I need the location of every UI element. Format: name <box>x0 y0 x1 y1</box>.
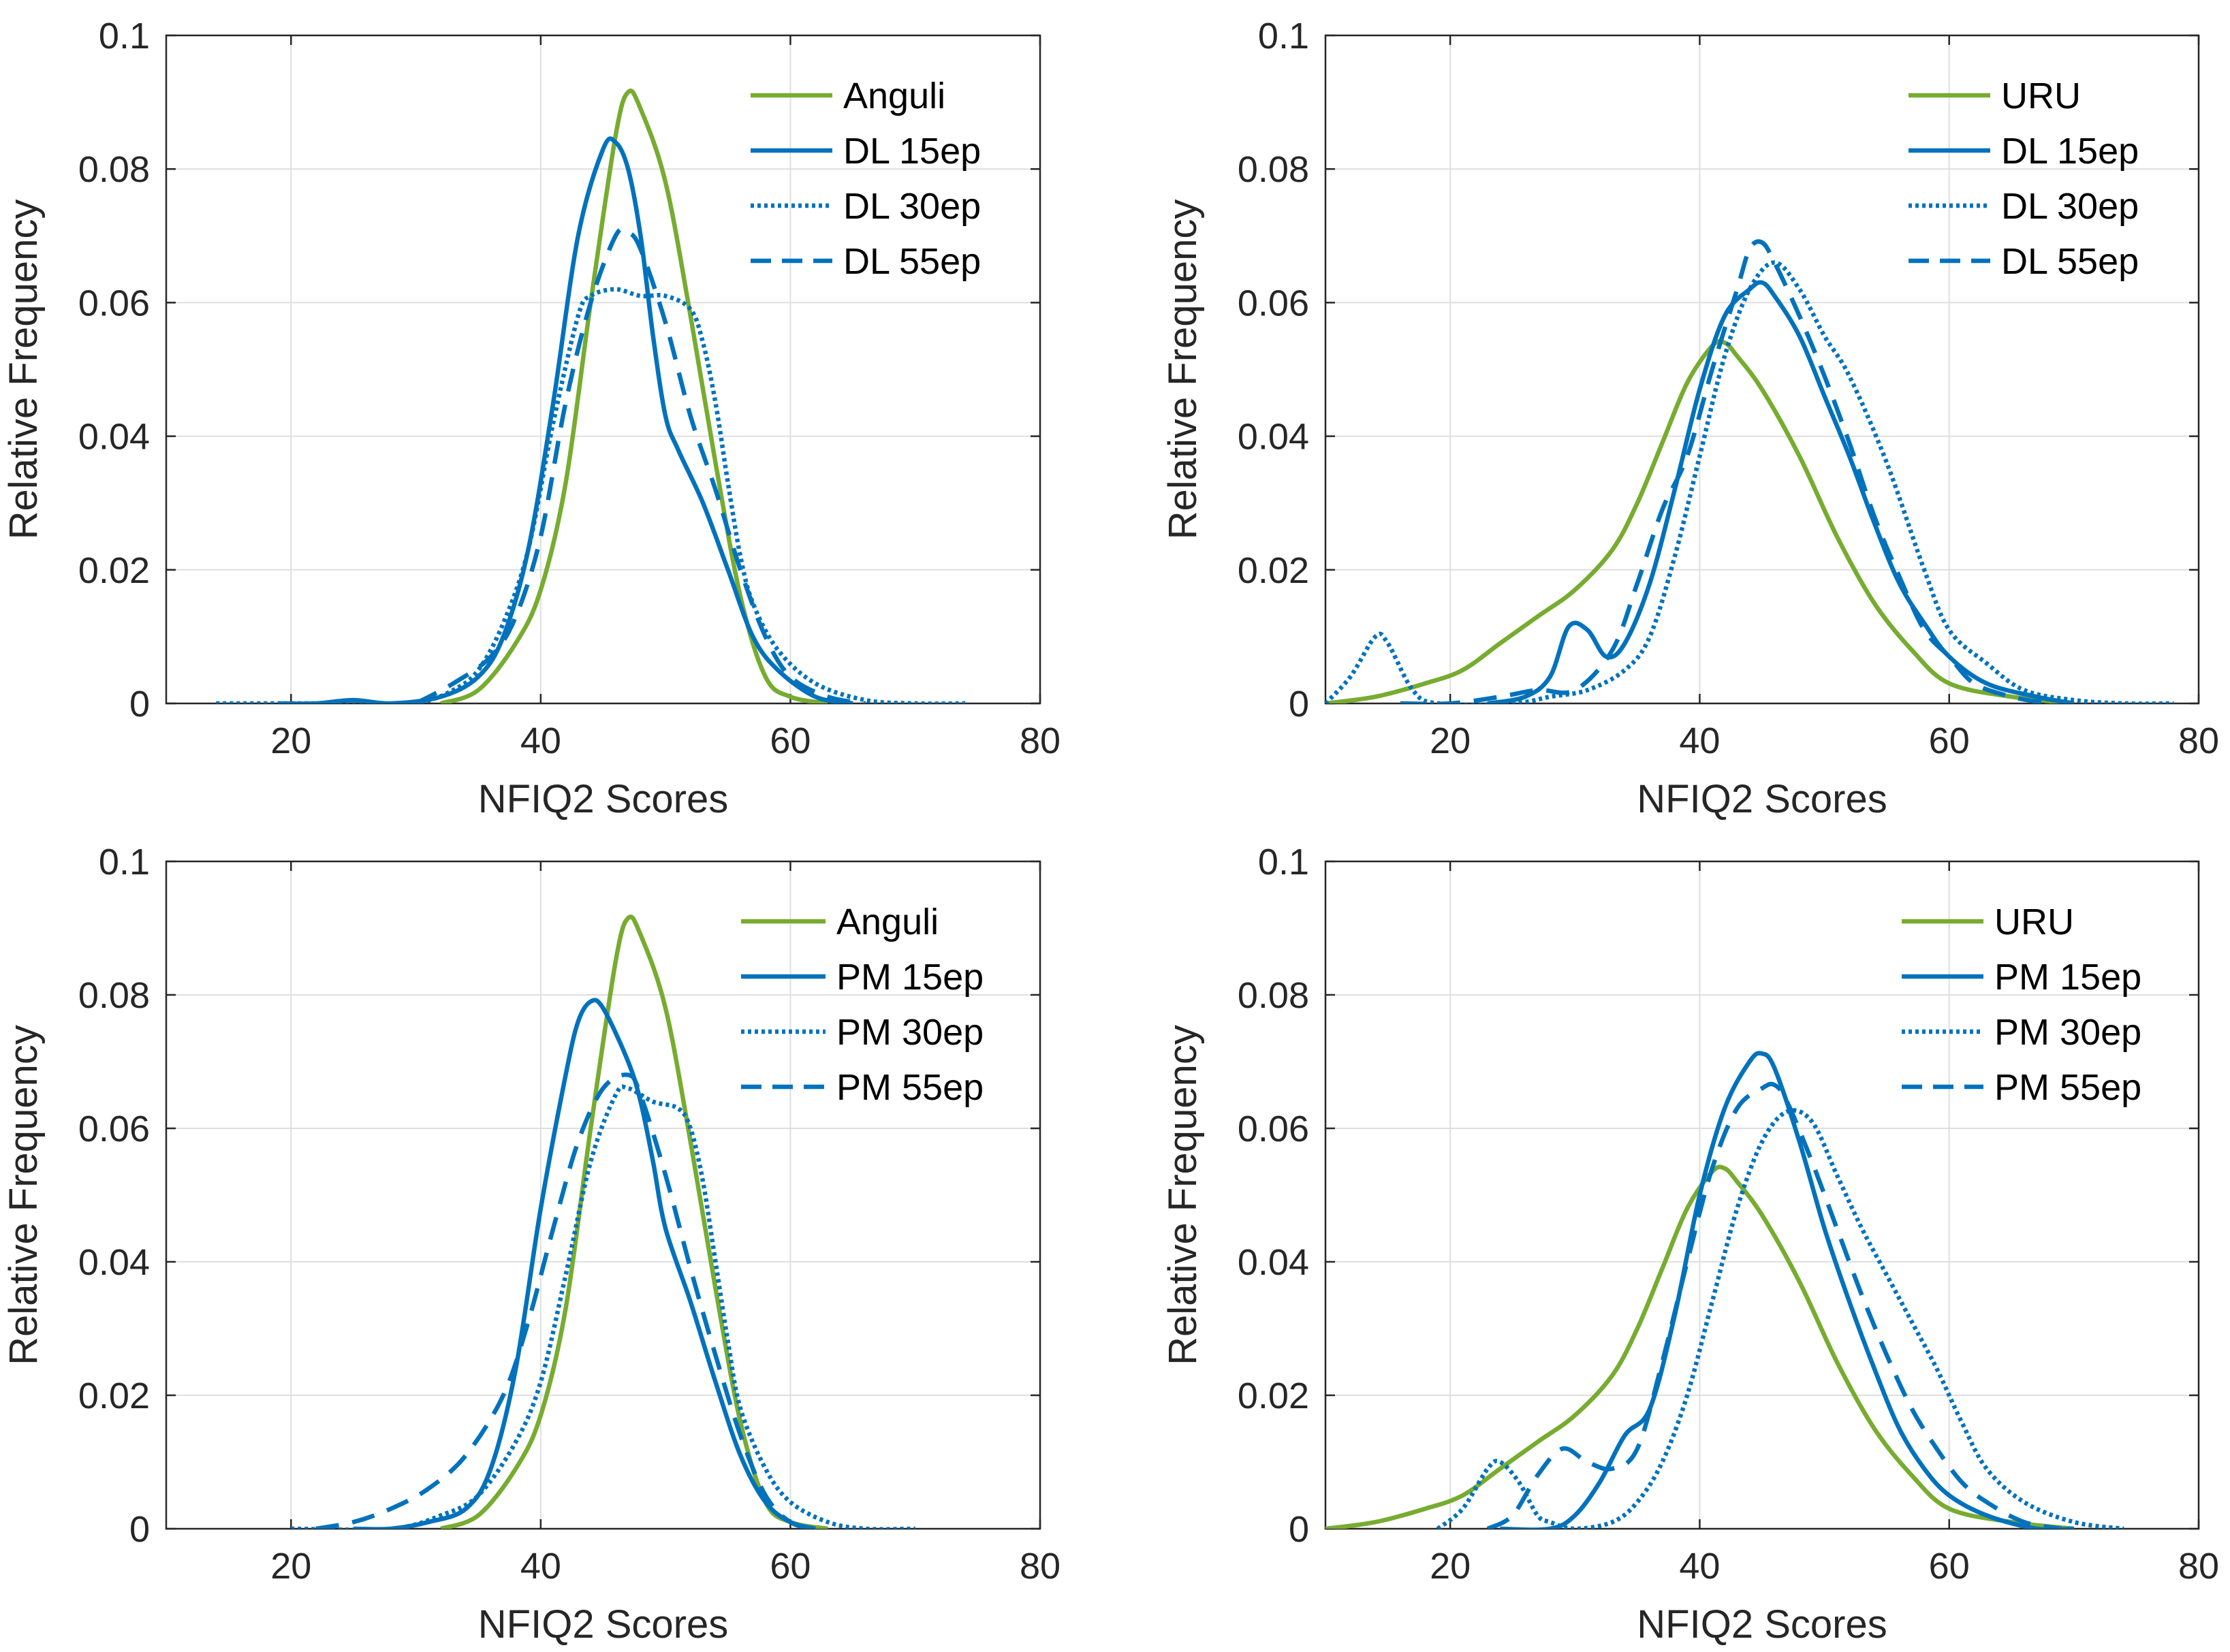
legend-label: DL 55ep <box>843 241 981 282</box>
legend-label: URU <box>2001 76 2081 116</box>
y-axis-label: Relative Frequency <box>1161 200 1205 540</box>
y-tick-label: 0.1 <box>99 16 150 57</box>
y-axis-label: Relative Frequency <box>1161 1025 1205 1365</box>
x-tick-label: 40 <box>1679 720 1720 761</box>
y-tick-label: 0.06 <box>1238 1109 1309 1149</box>
x-tick-label: 40 <box>1679 1546 1720 1587</box>
x-tick-label: 20 <box>1430 720 1471 761</box>
y-tick-label: 0 <box>129 1509 150 1550</box>
x-tick-label: 60 <box>770 720 811 761</box>
y-tick-label: 0.1 <box>1258 842 1309 883</box>
y-tick-label: 0.06 <box>78 283 150 323</box>
series-line-pm-55ep <box>1486 1081 2062 1529</box>
series-line-dl-30ep <box>216 287 965 703</box>
chart-panel-2: 20 40 60 80 0 0.02 0.04 0.06 0.08 0.1 NFIQ2 Scores… <box>1161 16 2219 821</box>
legend-label: PM 15ep <box>836 957 984 998</box>
series-line-anguli <box>440 89 828 703</box>
series-line-pm-30ep <box>291 1084 915 1529</box>
x-axis-label: NFIQ2 Scores <box>1637 777 1887 821</box>
series-line-anguli <box>440 915 828 1529</box>
y-tick-label: 0.02 <box>1238 550 1309 591</box>
x-axis-label: NFIQ2 Scores <box>478 1602 728 1647</box>
x-tick-label: 20 <box>270 1546 311 1587</box>
x-axis-label: NFIQ2 Scores <box>478 777 728 821</box>
legend-label: PM 30ep <box>1994 1012 2141 1053</box>
y-tick-label: 0 <box>129 684 150 725</box>
x-tick-label: 60 <box>1929 720 1970 761</box>
y-tick-label: 0.08 <box>78 975 150 1016</box>
y-tick-label: 0.08 <box>78 149 150 190</box>
legend-label: DL 55ep <box>2001 241 2139 282</box>
x-tick-label: 80 <box>1020 720 1061 761</box>
y-tick-label: 0.06 <box>1238 283 1309 323</box>
axes-box <box>165 860 1041 1530</box>
legend-label: Anguli <box>843 76 945 116</box>
legend-label: URU <box>1994 902 2074 942</box>
axes-box <box>1324 34 2200 705</box>
legend-label: DL 30ep <box>2001 186 2139 227</box>
chart-panel-4: 20 40 60 80 0 0.02 0.04 0.06 0.08 0.1 NFIQ2 Scores… <box>1161 842 2219 1647</box>
y-tick-label: 0.1 <box>99 842 150 883</box>
y-tick-label: 0.08 <box>1238 975 1309 1016</box>
legend-label: Anguli <box>836 902 939 942</box>
x-tick-label: 60 <box>1929 1546 1970 1587</box>
series-line-pm-15ep <box>353 998 816 1529</box>
y-tick-label: 0.06 <box>78 1109 150 1149</box>
y-tick-label: 0.04 <box>78 417 150 458</box>
y-tick-label: 0.02 <box>78 550 150 591</box>
legend-label: PM 30ep <box>836 1012 984 1053</box>
series-line-dl-15ep <box>279 136 853 703</box>
series-line-pm-55ep <box>315 1073 816 1529</box>
legend-label: PM 15ep <box>1994 957 2141 998</box>
x-tick-label: 80 <box>2178 1546 2219 1587</box>
x-tick-label: 80 <box>2178 720 2219 761</box>
series-line-dl-15ep <box>1487 280 2075 703</box>
axes-box <box>165 34 1041 705</box>
series-line-uru <box>1325 338 2075 703</box>
legend-label: PM 55ep <box>836 1067 984 1108</box>
series-line-dl-55ep <box>1400 239 2050 703</box>
y-tick-label: 0.02 <box>1238 1376 1309 1416</box>
y-axis-label: Relative Frequency <box>1 200 46 540</box>
y-axis-label: Relative Frequency <box>1 1025 46 1365</box>
x-tick-label: 60 <box>770 1546 811 1587</box>
x-tick-label: 40 <box>520 1546 561 1587</box>
y-tick-label: 0.02 <box>78 1376 150 1416</box>
x-axis-label: NFIQ2 Scores <box>1637 1602 1887 1647</box>
y-tick-label: 0.04 <box>78 1242 150 1283</box>
chart-panel-1: 20 40 60 80 0 0.02 0.04 0.06 0.08 0.1 NFIQ2 Scores… <box>1 16 1061 821</box>
x-tick-label: 80 <box>1020 1546 1061 1587</box>
legend-label: DL 15ep <box>843 131 981 172</box>
series-line-dl-30ep <box>1325 260 2174 703</box>
x-tick-label: 40 <box>520 720 561 761</box>
series-line-dl-55ep <box>415 226 866 703</box>
x-tick-label: 20 <box>270 720 311 761</box>
legend-label: DL 15ep <box>2001 131 2139 172</box>
chart-panel-3: 20 40 60 80 0 0.02 0.04 0.06 0.08 0.1 NFIQ2 Scores… <box>1 842 1061 1647</box>
series-line-pm-15ep <box>1500 1051 2074 1529</box>
x-tick-label: 20 <box>1430 1546 1471 1587</box>
series-line-pm-30ep <box>1436 1108 2124 1529</box>
y-tick-label: 0.08 <box>1238 149 1309 190</box>
y-tick-label: 0 <box>1289 1509 1309 1550</box>
y-tick-label: 0.04 <box>1238 1242 1309 1283</box>
y-tick-label: 0.04 <box>1238 417 1309 458</box>
axes-box <box>1324 860 2200 1530</box>
y-tick-label: 0.1 <box>1258 16 1309 57</box>
y-tick-label: 0 <box>1289 684 1309 725</box>
legend-label: DL 30ep <box>843 186 981 227</box>
legend-label: PM 55ep <box>1994 1067 2141 1108</box>
